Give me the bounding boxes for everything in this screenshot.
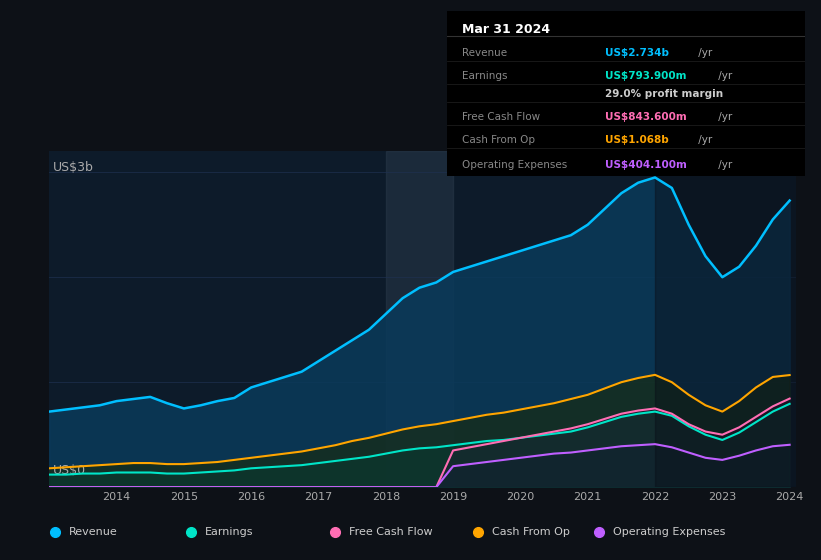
Text: US$1.068b: US$1.068b [604,135,668,145]
Text: 29.0% profit margin: 29.0% profit margin [604,89,722,99]
Text: US$404.100m: US$404.100m [604,160,686,170]
Text: Operating Expenses: Operating Expenses [613,527,725,537]
Text: Revenue: Revenue [461,48,507,58]
Text: /yr: /yr [714,160,732,170]
Text: Free Cash Flow: Free Cash Flow [461,112,540,122]
Bar [655,151,806,487]
Text: /yr: /yr [714,71,732,81]
Text: /yr: /yr [695,48,712,58]
Text: Earnings: Earnings [461,71,507,81]
Text: Operating Expenses: Operating Expenses [461,160,567,170]
Text: Revenue: Revenue [69,527,118,537]
Text: Cash From Op: Cash From Op [461,135,534,145]
Text: Mar 31 2024: Mar 31 2024 [461,23,550,36]
Text: US$3b: US$3b [53,161,94,174]
Text: US$843.600m: US$843.600m [604,112,686,122]
Text: /yr: /yr [714,112,732,122]
Text: US$0: US$0 [53,464,86,477]
Text: US$793.900m: US$793.900m [604,71,686,81]
Text: US$2.734b: US$2.734b [604,48,668,58]
Text: Cash From Op: Cash From Op [492,527,570,537]
Bar [386,151,453,487]
Text: Free Cash Flow: Free Cash Flow [349,527,432,537]
Text: Earnings: Earnings [205,527,254,537]
Text: /yr: /yr [695,135,712,145]
